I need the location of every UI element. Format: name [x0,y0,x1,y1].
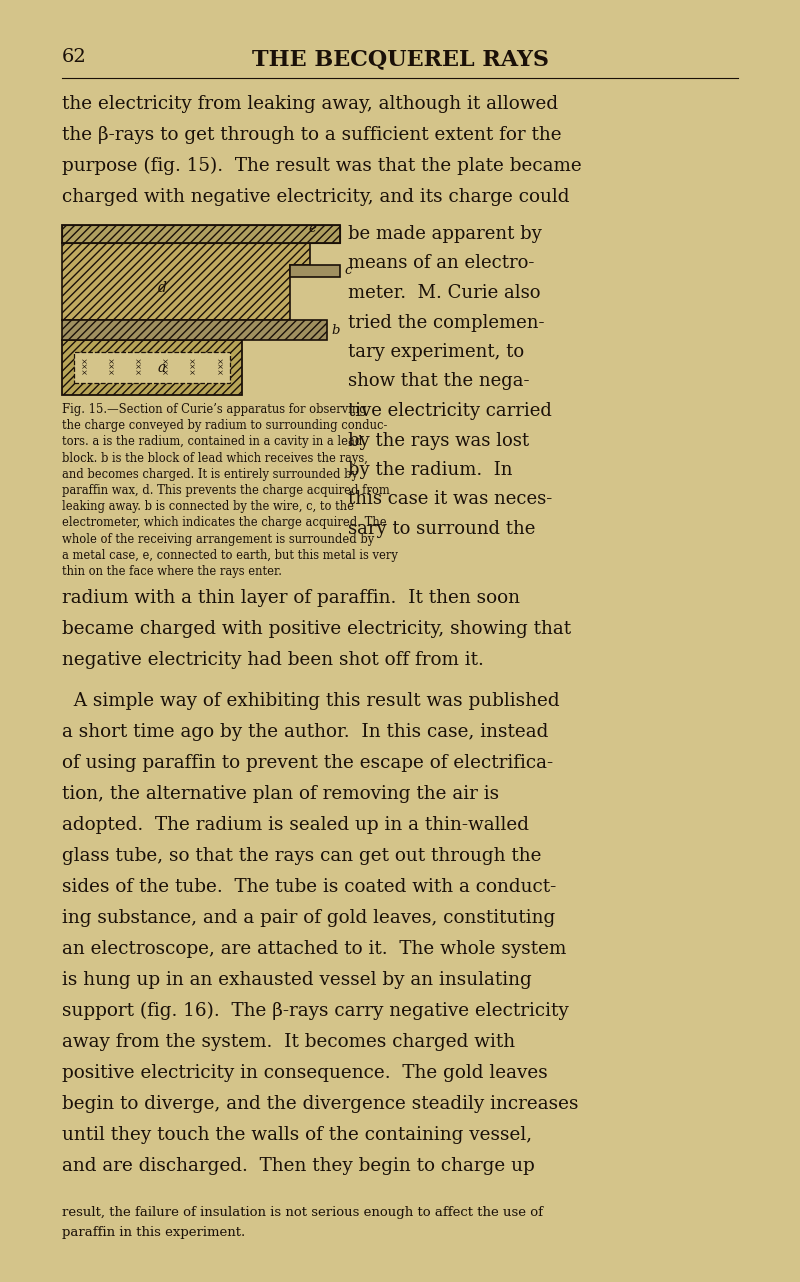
Text: b: b [331,323,339,336]
Text: away from the system.  It becomes charged with: away from the system. It becomes charged… [62,1033,515,1051]
Text: means of an electro-: means of an electro- [348,255,534,273]
Text: a: a [158,360,166,374]
Text: e: e [308,223,316,236]
Text: sary to surround the: sary to surround the [348,520,535,538]
Text: A simple way of exhibiting this result was published: A simple way of exhibiting this result w… [62,692,560,710]
Text: by the radium.  In: by the radium. In [348,462,513,479]
Text: ×: × [108,369,114,377]
Text: the charge conveyed by radium to surrounding conduc-: the charge conveyed by radium to surroun… [62,419,387,432]
Text: show that the nega-: show that the nega- [348,373,530,391]
Text: electrometer, which indicates the charge acquired. The: electrometer, which indicates the charge… [62,517,386,529]
Text: tried the complemen-: tried the complemen- [348,314,545,332]
Text: and are discharged.  Then they begin to charge up: and are discharged. Then they begin to c… [62,1158,534,1176]
Text: c: c [344,264,351,277]
Text: the electricity from leaking away, although it allowed: the electricity from leaking away, altho… [62,95,558,113]
Text: ×: × [217,358,223,365]
Text: ×: × [135,358,142,365]
Text: ing substance, and a pair of gold leaves, constituting: ing substance, and a pair of gold leaves… [62,909,555,927]
Text: ×: × [162,358,169,365]
Bar [62,226,340,244]
Text: of using paraffin to prevent the escape of electrifica-: of using paraffin to prevent the escape … [62,754,553,772]
Text: leaking away. b is connected by the wire, c, to the: leaking away. b is connected by the wire… [62,500,354,513]
Text: ×: × [81,364,87,372]
Bar [62,226,340,244]
Bar [62,320,327,340]
Text: negative electricity had been shot off from it.: negative electricity had been shot off f… [62,651,484,669]
Bar [62,340,242,395]
Bar [74,353,230,383]
Text: this case it was neces-: this case it was neces- [348,491,552,509]
Text: block. b is the block of lead which receives the rays,: block. b is the block of lead which rece… [62,451,368,464]
Text: purpose (fig. 15).  The result was that the plate became: purpose (fig. 15). The result was that t… [62,156,582,176]
Text: begin to diverge, and the divergence steadily increases: begin to diverge, and the divergence ste… [62,1095,578,1113]
Text: ×: × [190,369,196,377]
Text: by the rays was lost: by the rays was lost [348,432,529,450]
Text: paraffin in this experiment.: paraffin in this experiment. [62,1226,246,1240]
Text: THE BECQUEREL RAYS: THE BECQUEREL RAYS [251,47,549,71]
Text: ×: × [81,358,87,365]
Text: a short time ago by the author.  In this case, instead: a short time ago by the author. In this … [62,723,548,741]
Text: became charged with positive electricity, showing that: became charged with positive electricity… [62,620,571,638]
Text: glass tube, so that the rays can get out through the: glass tube, so that the rays can get out… [62,847,542,865]
Text: the β-rays to get through to a sufficient extent for the: the β-rays to get through to a sufficien… [62,126,562,144]
Text: ×: × [108,358,114,365]
Text: sides of the tube.  The tube is coated with a conduct-: sides of the tube. The tube is coated wi… [62,878,556,896]
Bar [290,265,340,277]
Text: ×: × [217,364,223,372]
Text: positive electricity in consequence.  The gold leaves: positive electricity in consequence. The… [62,1064,548,1082]
Text: tors. a is the radium, contained in a cavity in a lead: tors. a is the radium, contained in a ca… [62,436,362,449]
Text: is hung up in an exhausted vessel by an insulating: is hung up in an exhausted vessel by an … [62,972,532,990]
Text: adopted.  The radium is sealed up in a thin-walled: adopted. The radium is sealed up in a th… [62,817,529,835]
Text: ×: × [108,364,114,372]
Text: Fig. 15.—Section of Curie’s apparatus for observing: Fig. 15.—Section of Curie’s apparatus fo… [62,403,366,415]
Text: tive electricity carried: tive electricity carried [348,403,552,420]
Text: d: d [158,281,166,295]
Text: ×: × [217,369,223,377]
Text: thin on the face where the rays enter.: thin on the face where the rays enter. [62,565,282,578]
Text: ×: × [135,364,142,372]
Text: be made apparent by: be made apparent by [348,226,542,244]
Text: ×: × [135,369,142,377]
Text: a metal case, e, connected to earth, but this metal is very: a metal case, e, connected to earth, but… [62,549,398,562]
Text: tion, the alternative plan of removing the air is: tion, the alternative plan of removing t… [62,785,499,804]
Text: result, the failure of insulation is not serious enough to affect the use of: result, the failure of insulation is not… [62,1206,543,1219]
Text: and becomes charged. It is entirely surrounded by: and becomes charged. It is entirely surr… [62,468,358,481]
Text: an electroscope, are attached to it.  The whole system: an electroscope, are attached to it. The… [62,940,566,958]
Polygon shape [62,244,310,320]
Text: whole of the receiving arrangement is surrounded by: whole of the receiving arrangement is su… [62,532,374,546]
Text: 62: 62 [62,47,86,65]
Text: radium with a thin layer of paraffin.  It then soon: radium with a thin layer of paraffin. It… [62,590,520,608]
Text: support (fig. 16).  The β-rays carry negative electricity: support (fig. 16). The β-rays carry nega… [62,1003,569,1020]
Text: ×: × [162,369,169,377]
Text: meter.  M. Curie also: meter. M. Curie also [348,285,541,303]
Text: until they touch the walls of the containing vessel,: until they touch the walls of the contai… [62,1126,532,1145]
Text: paraffin wax, d. This prevents the charge acquired from: paraffin wax, d. This prevents the charg… [62,485,390,497]
Text: ×: × [81,369,87,377]
Text: charged with negative electricity, and its charge could: charged with negative electricity, and i… [62,188,570,206]
Text: ×: × [162,364,169,372]
Text: tary experiment, to: tary experiment, to [348,344,524,362]
Text: ×: × [190,364,196,372]
Text: ×: × [190,358,196,365]
